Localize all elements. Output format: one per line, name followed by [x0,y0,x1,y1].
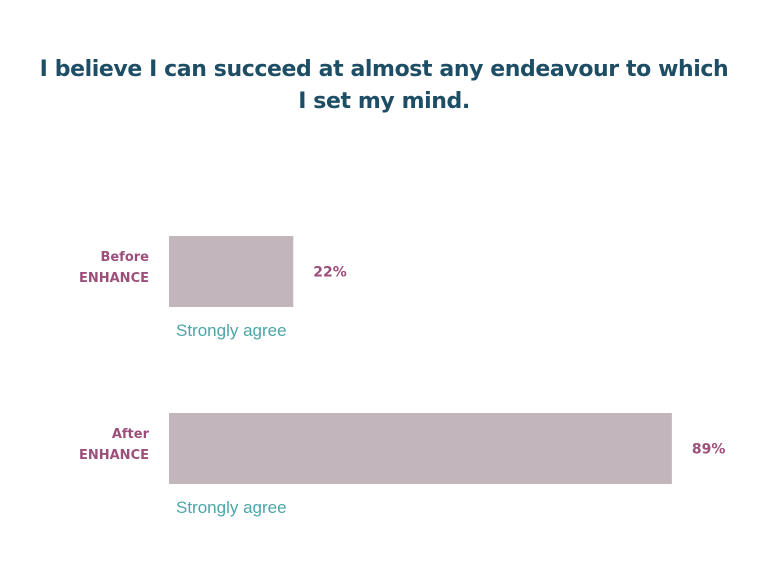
value-label-1: 22% [313,265,347,281]
row-label-line-2: ENHANCE [79,271,149,286]
category-label-1: Strongly agree [176,321,287,340]
category-label-2: Strongly agree [176,498,287,517]
chart-title-line-2: I set my mind. [298,89,470,114]
value-label-2: 89% [692,442,726,458]
row-label-line-1: Before [100,250,149,265]
row-label-line-1: After [112,427,150,442]
row-label-line-2: ENHANCE [79,448,149,463]
bar-2 [169,413,672,484]
chart-title-line-1: I believe I can succeed at almost any en… [39,57,729,82]
bar-1 [169,236,294,307]
chart-title: I believe I can succeed at almost any en… [20,54,748,118]
